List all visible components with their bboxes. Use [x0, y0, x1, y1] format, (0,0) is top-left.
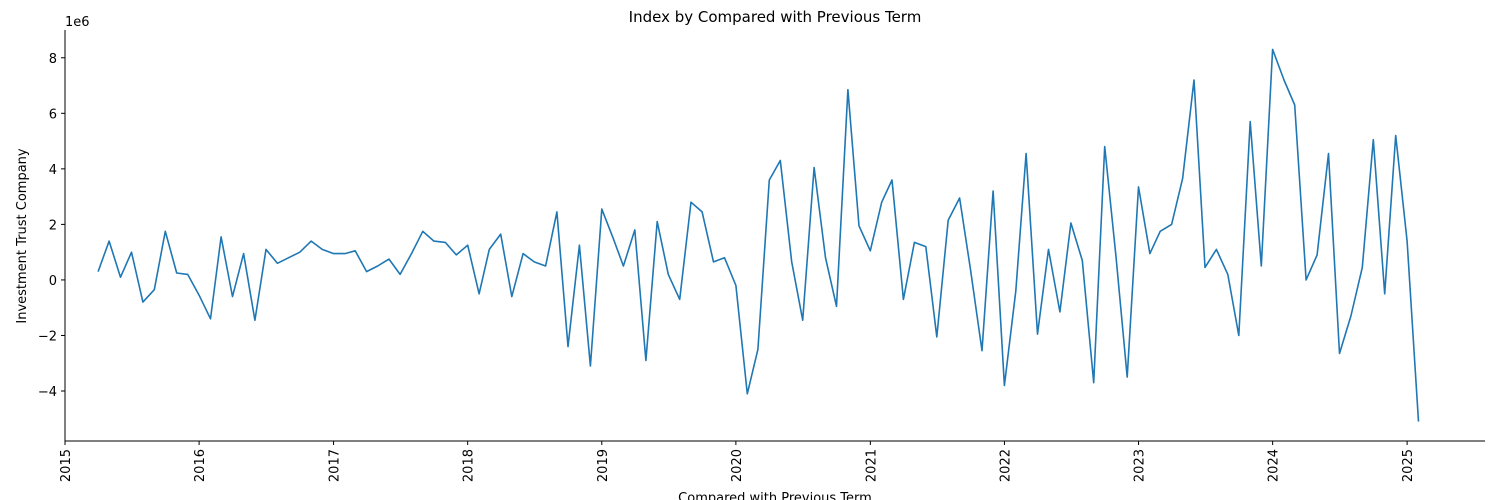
- y-tick-label: 4: [49, 163, 57, 178]
- x-tick-label: 2020: [730, 449, 745, 482]
- y-tick-label: 6: [49, 107, 57, 122]
- y-axis-offset-label: 1e6: [65, 15, 90, 30]
- x-tick-label: 2023: [1133, 449, 1148, 482]
- x-tick-label: 2022: [998, 449, 1013, 482]
- x-tick-label: 2025: [1401, 449, 1416, 482]
- y-axis-label: Investment Trust Company: [15, 148, 30, 324]
- x-tick-label: 2024: [1267, 449, 1282, 482]
- x-tick-label: 2019: [596, 449, 611, 482]
- y-axis-ticks: −4 −2 0 2 4 6 8: [38, 52, 65, 400]
- x-tick-label: 2017: [328, 449, 343, 482]
- x-tick-label: 2021: [864, 449, 879, 482]
- x-axis-label: Compared with Previous Term: [678, 491, 872, 500]
- x-tick-label: 2015: [59, 449, 74, 482]
- y-tick-label: −2: [38, 329, 57, 344]
- y-tick-label: 8: [49, 52, 57, 67]
- series-layer: [97, 48, 1420, 422]
- x-tick-label: 2016: [193, 449, 208, 482]
- y-tick-label: −4: [38, 385, 57, 400]
- x-axis-ticks: 2015 2016 2017 2018 2019 2020 2021 2022 2023 2024…: [59, 441, 1416, 482]
- chart-title: Index by Compared with Previous Term: [629, 8, 922, 26]
- y-tick-label: 2: [49, 218, 57, 233]
- series-line: [97, 48, 1420, 422]
- x-tick-label: 2018: [462, 449, 477, 482]
- y-tick-label: 0: [49, 274, 57, 289]
